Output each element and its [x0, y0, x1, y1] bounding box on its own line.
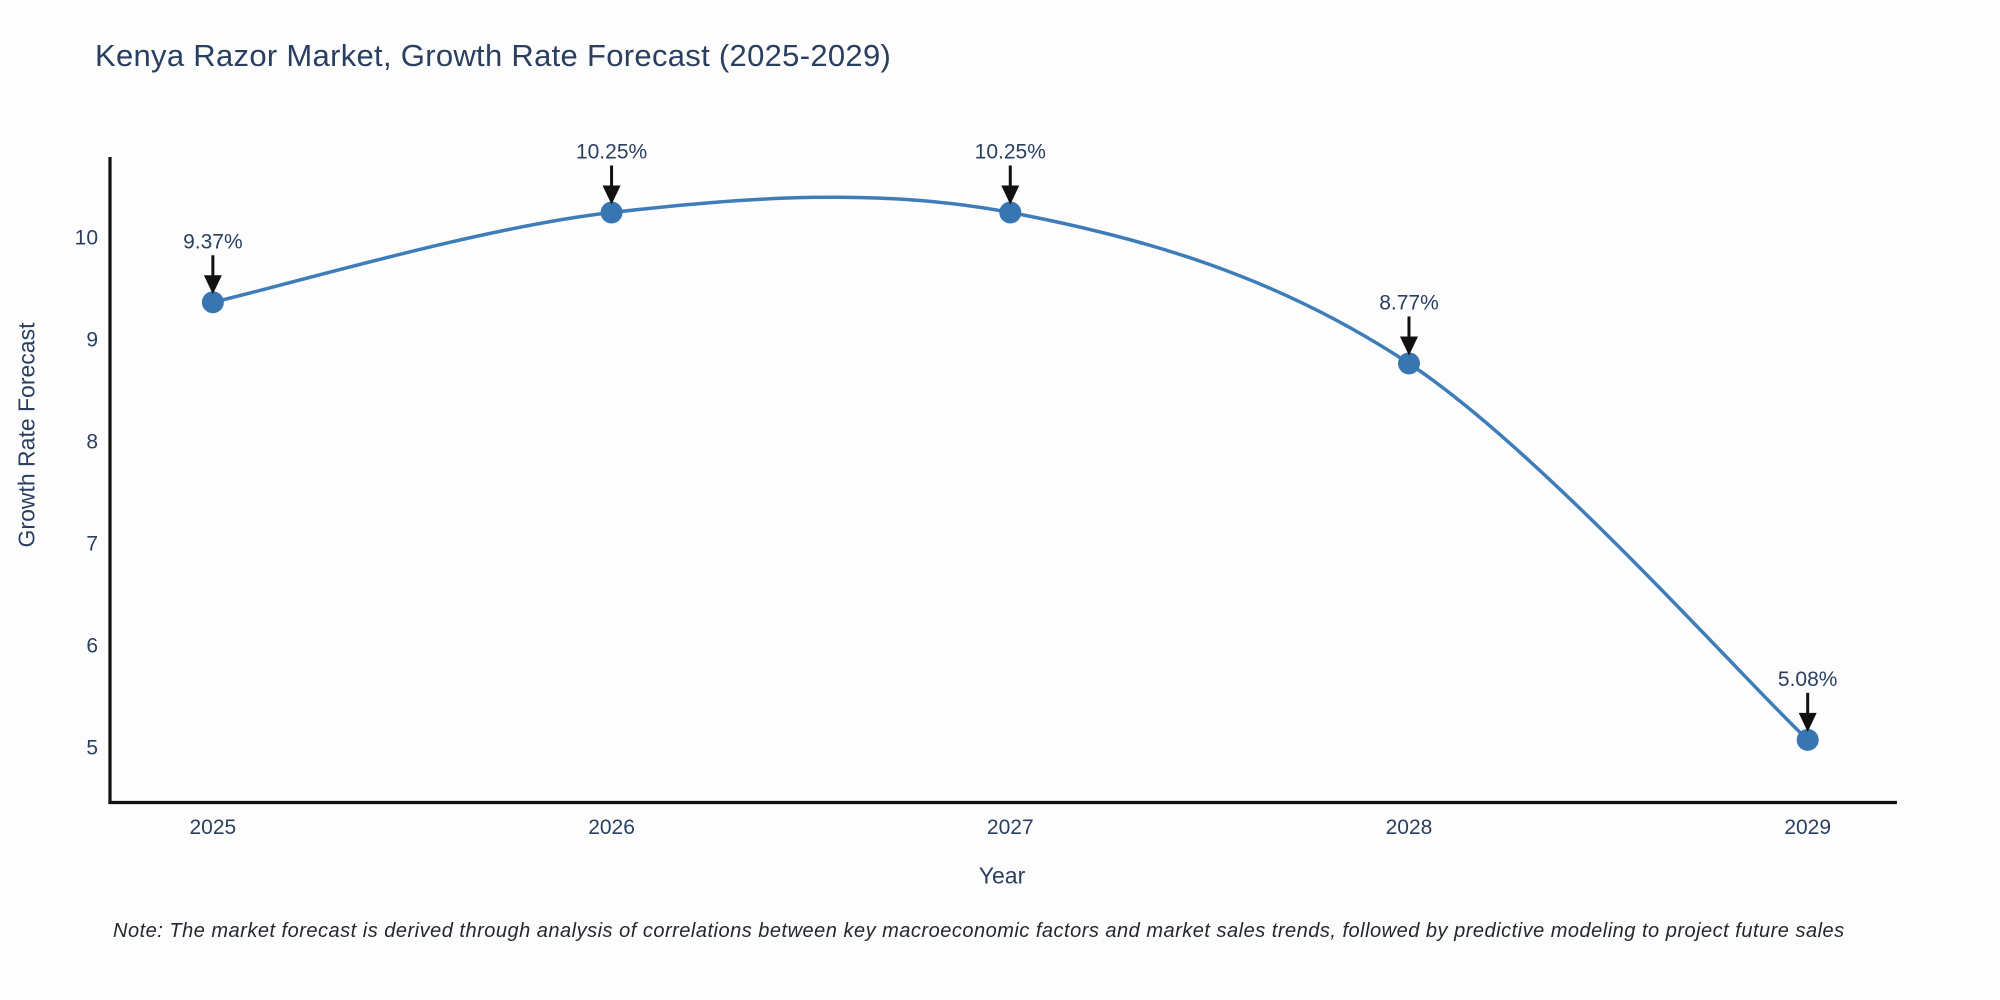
data-point-label: 5.08% — [1778, 668, 1838, 691]
y-axis-title: Growth Rate Forecast — [13, 322, 40, 548]
chart-title: Kenya Razor Market, Growth Rate Forecast… — [95, 38, 892, 73]
forecast-line — [211, 195, 1810, 742]
x-tick-label: 2028 — [1386, 816, 1433, 839]
y-tick-label: 7 — [86, 533, 98, 556]
data-point-marker[interactable] — [1397, 352, 1420, 375]
data-point-label: 8.77% — [1379, 291, 1439, 314]
annotation-arrow-head — [1798, 712, 1817, 732]
x-tick-label: 2029 — [1784, 816, 1831, 839]
x-axis-title: Year — [978, 862, 1026, 889]
data-point-marker[interactable] — [999, 201, 1022, 224]
data-point-label: 10.25% — [576, 140, 647, 163]
data-point-label: 10.25% — [975, 140, 1046, 163]
x-tick-label: 2026 — [588, 816, 635, 839]
data-point-marker[interactable] — [600, 201, 623, 224]
y-tick-label: 9 — [86, 329, 98, 352]
x-tick-label: 2025 — [190, 816, 237, 839]
data-point-marker[interactable] — [201, 291, 224, 314]
x-tick-label: 2027 — [987, 816, 1034, 839]
footnote: Note: The market forecast is derived thr… — [113, 920, 1845, 942]
data-point-marker[interactable] — [1796, 728, 1819, 751]
annotation-arrow-head — [602, 185, 621, 205]
y-tick-label: 8 — [86, 431, 98, 454]
y-tick-label: 10 — [75, 226, 98, 249]
annotation-arrow-head — [1001, 185, 1020, 205]
annotation-arrow-head — [1399, 336, 1418, 356]
y-tick-label: 5 — [86, 737, 98, 760]
annotation-arrow-head — [203, 275, 222, 295]
data-point-label: 9.37% — [183, 230, 243, 253]
y-tick-label: 6 — [86, 635, 98, 658]
